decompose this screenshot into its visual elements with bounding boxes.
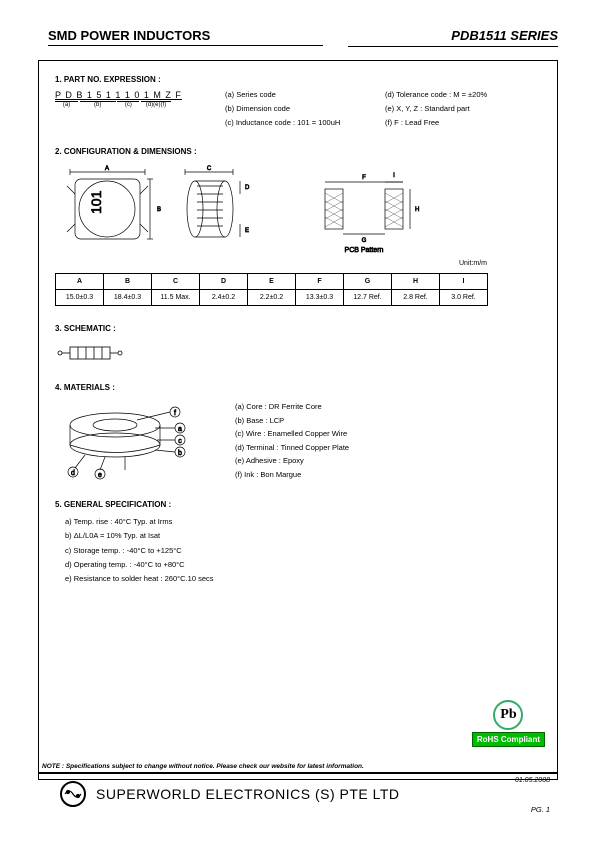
spec-item: c) Storage temp. : -40°C to +125°C <box>65 544 545 558</box>
pb-icon: Pb <box>493 700 523 730</box>
company-logo-icon <box>60 781 86 807</box>
material-item: (b) Base : LCP <box>235 414 349 428</box>
spec-item: b) ΔL/L0A = 10% Typ. at Isat <box>65 529 545 543</box>
svg-text:E: E <box>245 228 249 234</box>
svg-text:e: e <box>98 472 102 479</box>
materials-diagram: f a c b d e <box>55 400 205 485</box>
section1-title: 1. PART NO. EXPRESSION : <box>55 75 545 84</box>
legend-c: (c) Inductance code : 101 = 100uH <box>225 118 385 127</box>
svg-text:c: c <box>178 438 182 445</box>
material-item: (c) Wire : Enamelled Copper Wire <box>235 427 349 441</box>
materials-list: (a) Core : DR Ferrite Core (b) Base : LC… <box>235 400 349 485</box>
svg-text:B: B <box>157 207 161 213</box>
rohs-text: RoHS Compliant <box>472 732 545 747</box>
dim-header: F <box>296 274 344 290</box>
svg-text:101: 101 <box>88 190 104 214</box>
dim-cell: 15.0±0.3 <box>56 290 104 306</box>
partno-legend: (a) Series code (d) Tolerance code : M =… <box>225 90 545 127</box>
legend-b: (b) Dimension code <box>225 104 385 113</box>
note-line <box>38 772 558 774</box>
material-item: (a) Core : DR Ferrite Core <box>235 400 349 414</box>
legend-d: (d) Tolerance code : M = ±20% <box>385 90 545 99</box>
legend-a: (a) Series code <box>225 90 385 99</box>
svg-text:PCB Pattern: PCB Pattern <box>345 247 384 254</box>
section2-title: 2. CONFIGURATION & DIMENSIONS : <box>55 147 545 156</box>
dim-header: G <box>344 274 392 290</box>
material-item: (d) Terminal : Tinned Copper Plate <box>235 441 349 455</box>
svg-text:I: I <box>393 173 395 179</box>
dimensions-table: A B C D E F G H I 15.0±0.3 18.4±0.3 11.5… <box>55 273 488 306</box>
title-underline <box>48 45 323 46</box>
svg-text:H: H <box>415 207 419 213</box>
svg-text:D: D <box>245 185 250 191</box>
dim-cell: 12.7 Ref. <box>344 290 392 306</box>
dim-header: B <box>104 274 152 290</box>
section5-title: 5. GENERAL SPECIFICATION : <box>55 500 545 509</box>
schematic-diagram <box>55 341 135 366</box>
dim-header: E <box>248 274 296 290</box>
svg-text:a: a <box>178 426 182 433</box>
svg-text:d: d <box>71 470 75 477</box>
dim-cell: 2.8 Ref. <box>392 290 440 306</box>
series-underline <box>348 46 558 47</box>
page-number: PG. 1 <box>531 805 550 814</box>
company-name: SUPERWORLD ELECTRONICS (S) PTE LTD <box>96 786 400 802</box>
svg-text:G: G <box>362 238 367 244</box>
svg-text:A: A <box>105 166 109 172</box>
legend-f: (f) F : Lead Free <box>385 118 545 127</box>
rohs-badge: Pb RoHS Compliant <box>472 700 545 747</box>
material-item: (f) Ink : Bon Margue <box>235 468 349 482</box>
spec-item: e) Resistance to solder heat : 260°C.10 … <box>65 572 545 586</box>
dim-header: H <box>392 274 440 290</box>
spec-item: a) Temp. rise : 40°C Typ. at Irms <box>65 515 545 529</box>
partno-code: P D B 1 5 1 1 1 0 1 M Z F <box>55 90 185 100</box>
series-title: PDB1511 SERIES <box>451 28 558 43</box>
spec-item: d) Operating temp. : -40°C to +80°C <box>65 558 545 572</box>
dim-cell: 18.4±0.3 <box>104 290 152 306</box>
material-item: (e) Adhesive : Epoxy <box>235 454 349 468</box>
note-text: NOTE : Specifications subject to change … <box>42 763 364 770</box>
dim-cell: 3.0 Ref. <box>440 290 488 306</box>
dimensions-diagram: A 101 B C D E <box>55 164 515 254</box>
legend-e: (e) X, Y, Z : Standard part <box>385 104 545 113</box>
dim-cell: 2.4±0.2 <box>200 290 248 306</box>
dim-header: C <box>152 274 200 290</box>
dim-cell: 2.2±0.2 <box>248 290 296 306</box>
svg-text:b: b <box>178 450 182 457</box>
svg-text:C: C <box>207 166 212 172</box>
svg-text:f: f <box>174 410 176 417</box>
genspec-list: a) Temp. rise : 40°C Typ. at Irms b) ΔL/… <box>65 515 545 586</box>
section3-title: 3. SCHEMATIC : <box>55 324 545 333</box>
section4-title: 4. MATERIALS : <box>55 383 545 392</box>
dim-header: D <box>200 274 248 290</box>
dim-header: I <box>440 274 488 290</box>
dim-cell: 11.5 Max. <box>152 290 200 306</box>
dim-cell: 13.3±0.3 <box>296 290 344 306</box>
unit-label: Unit:m/m <box>55 260 487 267</box>
dim-header: A <box>56 274 104 290</box>
svg-text:F: F <box>362 175 366 181</box>
partno-sub: (a) (b) (c) (d)(e)(f) <box>55 101 185 108</box>
